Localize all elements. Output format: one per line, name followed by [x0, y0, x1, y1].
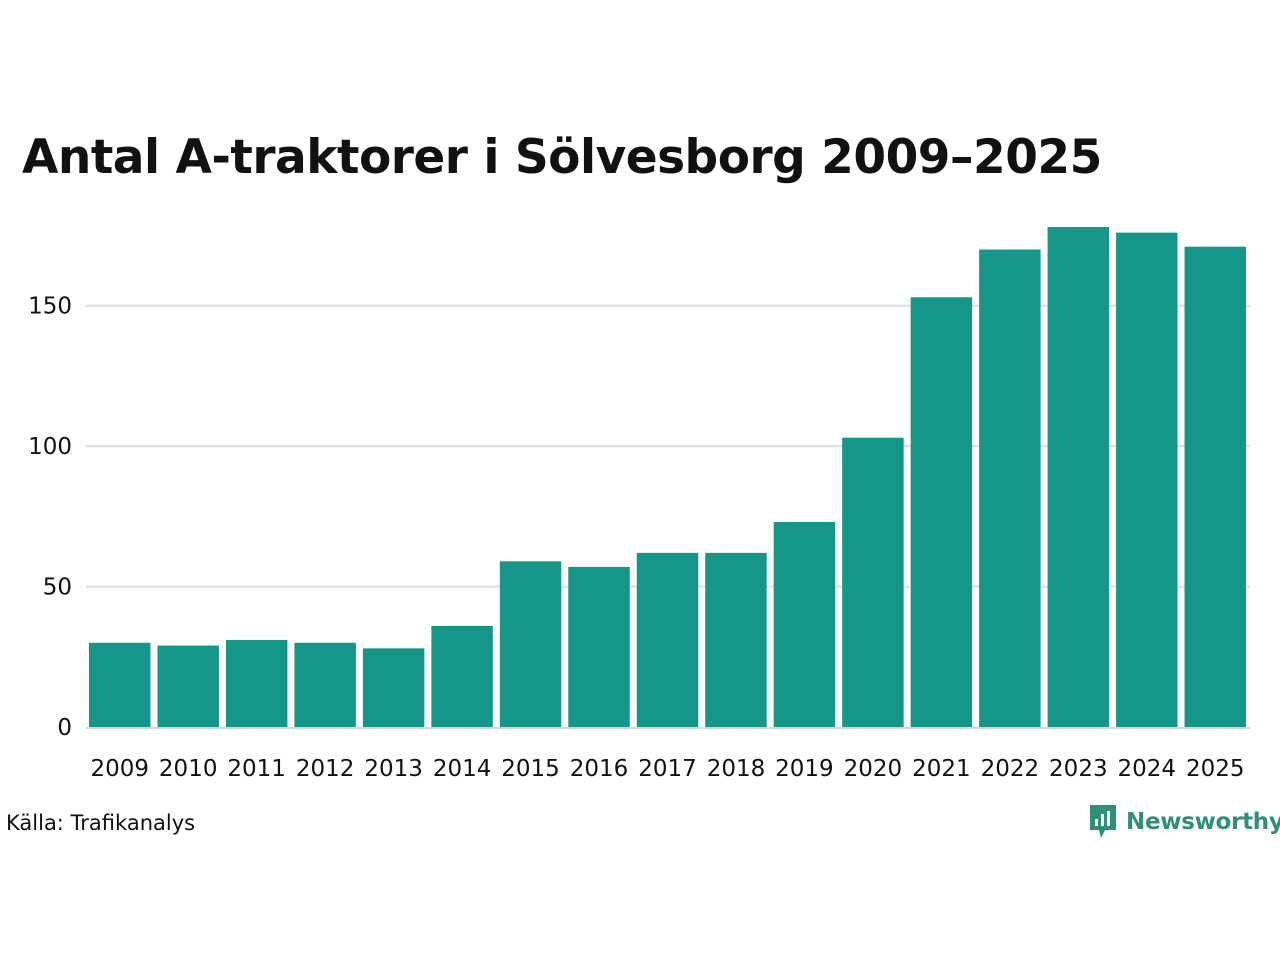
- bar-2019: [773, 521, 836, 727]
- y-tick-label: 100: [28, 434, 72, 460]
- y-tick-label: 50: [43, 575, 72, 601]
- bar-chart: 0 50 100 150 2009 2010 2011 2012 2013 2014 2015 201…: [28, 227, 1250, 782]
- x-tick-label: 2019: [775, 756, 834, 782]
- bar-2017: [636, 552, 699, 727]
- x-tick-label: 2024: [1118, 756, 1177, 782]
- bar-2010: [157, 645, 219, 727]
- bar-2016: [568, 566, 630, 727]
- bar-2009: [89, 642, 151, 727]
- bar-2012: [294, 642, 356, 727]
- chart-title: Antal A-traktorer i Sölvesborg 2009–2025: [22, 130, 1102, 185]
- x-tick-label: 2022: [981, 756, 1040, 782]
- axes: 0 50 100 150 2009 2010 2011 2012 2013 2014 2015 201…: [28, 294, 1250, 782]
- bar-2018: [705, 552, 767, 727]
- x-tick-label: 2015: [501, 756, 560, 782]
- bar-2015: [499, 561, 562, 727]
- x-tick-label: 2021: [912, 756, 971, 782]
- x-tick-label: 2010: [159, 756, 218, 782]
- x-tick-label: 2014: [433, 756, 492, 782]
- bars: [89, 227, 1246, 728]
- x-tick-label: 2025: [1186, 756, 1245, 782]
- bar-2020: [842, 437, 904, 727]
- brand-name: Newsworthy: [1126, 809, 1280, 835]
- x-tick-label: 2018: [707, 756, 766, 782]
- x-tick-label: 2016: [570, 756, 629, 782]
- x-tick-label: 2013: [364, 756, 423, 782]
- x-tick-label: 2009: [90, 756, 149, 782]
- bar-2013: [362, 648, 425, 727]
- bar-2025: [1184, 246, 1246, 727]
- source-note: Källa: Trafikanalys: [6, 811, 196, 835]
- x-tick-label: 2020: [844, 756, 903, 782]
- bar-2022: [979, 249, 1041, 727]
- bar-2011: [225, 639, 288, 727]
- x-tick-label: 2011: [227, 756, 286, 782]
- y-tick-label: 0: [57, 715, 72, 741]
- bar-2014: [431, 625, 493, 727]
- x-tick-label: 2017: [638, 756, 697, 782]
- bar-2023: [1047, 227, 1110, 728]
- x-tick-label: 2023: [1049, 756, 1108, 782]
- brand-logo[interactable]: Newsworthy: [1088, 802, 1280, 842]
- x-tick-label: 2012: [296, 756, 355, 782]
- bar-2024: [1116, 232, 1178, 728]
- newsworthy-logo-icon: [1090, 805, 1116, 838]
- y-tick-label: 150: [28, 294, 72, 320]
- bar-2021: [910, 297, 973, 727]
